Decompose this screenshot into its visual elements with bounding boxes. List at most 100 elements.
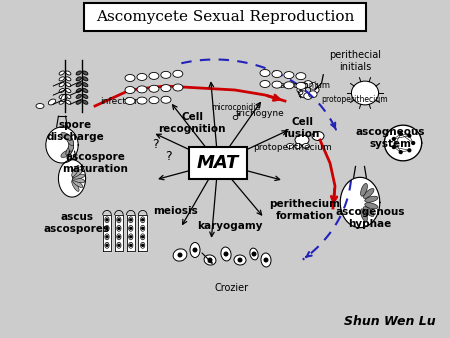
FancyBboxPatch shape xyxy=(189,147,247,179)
Text: ascus
ascospores: ascus ascospores xyxy=(44,212,110,234)
Ellipse shape xyxy=(294,144,302,148)
Ellipse shape xyxy=(173,84,183,91)
Ellipse shape xyxy=(68,139,74,151)
Ellipse shape xyxy=(309,91,317,98)
Polygon shape xyxy=(58,160,86,197)
Circle shape xyxy=(117,226,121,230)
Circle shape xyxy=(141,226,144,230)
Ellipse shape xyxy=(59,89,64,93)
Ellipse shape xyxy=(66,94,71,98)
Circle shape xyxy=(252,251,256,257)
Ellipse shape xyxy=(83,89,88,93)
Ellipse shape xyxy=(190,242,200,258)
Circle shape xyxy=(141,244,144,247)
Ellipse shape xyxy=(137,73,147,80)
Circle shape xyxy=(399,132,403,136)
Circle shape xyxy=(411,141,415,145)
Ellipse shape xyxy=(66,144,74,155)
Ellipse shape xyxy=(72,174,85,179)
Polygon shape xyxy=(384,125,422,161)
Ellipse shape xyxy=(312,131,324,141)
Ellipse shape xyxy=(365,203,378,209)
Circle shape xyxy=(105,226,109,230)
Circle shape xyxy=(117,235,121,239)
Ellipse shape xyxy=(59,94,64,98)
Ellipse shape xyxy=(360,184,368,196)
Polygon shape xyxy=(46,127,78,163)
Text: Crozier: Crozier xyxy=(215,283,249,293)
Ellipse shape xyxy=(105,242,109,248)
Circle shape xyxy=(117,218,121,221)
Circle shape xyxy=(129,244,132,247)
Ellipse shape xyxy=(296,82,306,89)
Ellipse shape xyxy=(125,74,135,81)
Circle shape xyxy=(141,235,144,239)
Circle shape xyxy=(177,252,183,258)
FancyBboxPatch shape xyxy=(84,3,366,31)
Text: ♀: ♀ xyxy=(297,89,304,99)
Text: microconidia: microconidia xyxy=(212,103,261,113)
Text: Cell
fusion: Cell fusion xyxy=(284,117,320,139)
Ellipse shape xyxy=(149,85,159,92)
Polygon shape xyxy=(103,215,111,251)
Ellipse shape xyxy=(83,77,88,81)
Ellipse shape xyxy=(129,225,133,231)
Ellipse shape xyxy=(309,82,317,89)
Ellipse shape xyxy=(140,234,145,240)
Ellipse shape xyxy=(284,72,294,79)
Ellipse shape xyxy=(76,77,81,81)
Ellipse shape xyxy=(149,72,159,79)
Ellipse shape xyxy=(250,248,258,260)
Ellipse shape xyxy=(59,83,64,87)
Circle shape xyxy=(129,226,132,230)
Text: MAT: MAT xyxy=(197,154,239,172)
Ellipse shape xyxy=(363,207,374,216)
Ellipse shape xyxy=(59,100,64,104)
Ellipse shape xyxy=(66,71,71,75)
Ellipse shape xyxy=(173,249,187,261)
Ellipse shape xyxy=(105,225,109,231)
Ellipse shape xyxy=(105,234,109,240)
Ellipse shape xyxy=(83,94,88,98)
Text: spore
discharge: spore discharge xyxy=(46,120,104,142)
Polygon shape xyxy=(126,215,135,251)
Ellipse shape xyxy=(299,82,307,89)
Ellipse shape xyxy=(287,144,293,148)
Ellipse shape xyxy=(310,87,319,93)
Ellipse shape xyxy=(137,97,147,104)
Text: protoperithecium: protoperithecium xyxy=(254,144,333,152)
Ellipse shape xyxy=(83,100,88,104)
Text: infection: infection xyxy=(100,97,140,106)
Text: ascogenous
hyphae: ascogenous hyphae xyxy=(335,207,405,229)
Ellipse shape xyxy=(302,144,310,148)
Text: Shun Wen Lu: Shun Wen Lu xyxy=(344,315,436,328)
Ellipse shape xyxy=(125,97,135,104)
Ellipse shape xyxy=(72,180,79,191)
Circle shape xyxy=(129,218,132,221)
Ellipse shape xyxy=(161,84,171,92)
Text: ascogneous
system: ascogneous system xyxy=(355,127,425,149)
Text: ascospore
maturation: ascospore maturation xyxy=(62,152,128,174)
Ellipse shape xyxy=(76,100,81,104)
Ellipse shape xyxy=(129,234,133,240)
Circle shape xyxy=(105,235,109,239)
Ellipse shape xyxy=(296,73,306,80)
Polygon shape xyxy=(351,81,378,105)
Circle shape xyxy=(407,148,411,152)
Ellipse shape xyxy=(261,253,271,267)
Circle shape xyxy=(193,247,198,252)
Ellipse shape xyxy=(117,225,121,231)
Ellipse shape xyxy=(76,71,81,75)
Ellipse shape xyxy=(72,179,83,188)
Ellipse shape xyxy=(304,93,312,99)
Ellipse shape xyxy=(295,135,309,145)
Ellipse shape xyxy=(117,234,121,240)
Circle shape xyxy=(224,251,229,257)
Circle shape xyxy=(117,244,121,247)
Ellipse shape xyxy=(61,132,72,140)
Circle shape xyxy=(129,235,132,239)
Ellipse shape xyxy=(66,135,74,146)
Circle shape xyxy=(141,218,144,221)
Ellipse shape xyxy=(105,217,109,223)
Ellipse shape xyxy=(36,103,44,108)
